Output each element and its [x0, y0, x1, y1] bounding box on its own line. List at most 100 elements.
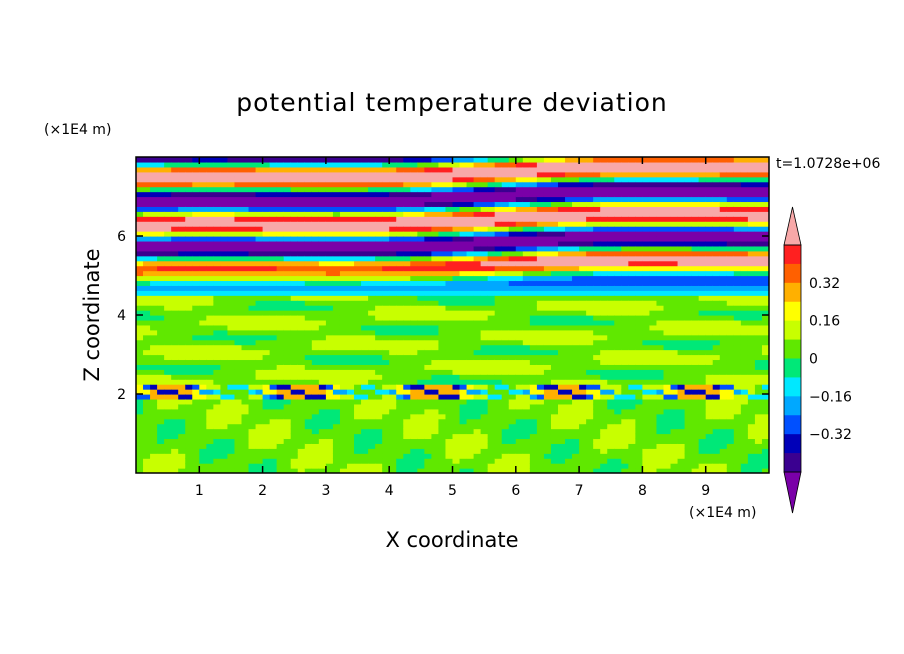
- heatmap-cell: [164, 334, 172, 341]
- heatmap-cell: [276, 329, 285, 336]
- heatmap-cell: [572, 201, 580, 207]
- heatmap-cell: [536, 394, 545, 400]
- heatmap-cell: [304, 319, 313, 326]
- heatmap-cell: [621, 403, 629, 410]
- heatmap-cell: [262, 221, 271, 227]
- heatmap-cell: [670, 354, 679, 361]
- heatmap-cell: [192, 315, 200, 321]
- heatmap-cell: [311, 453, 320, 459]
- heatmap-cell: [607, 171, 615, 178]
- heatmap-cell: [487, 236, 496, 242]
- heatmap-cell: [185, 290, 193, 296]
- heatmap-cell: [361, 260, 369, 267]
- heatmap-cell: [536, 359, 545, 365]
- heatmap-cell: [565, 319, 573, 326]
- heatmap-cell: [171, 329, 179, 336]
- heatmap-cell: [396, 280, 404, 286]
- heatmap-cell: [276, 463, 285, 469]
- heatmap-cell: [663, 221, 672, 227]
- heatmap-cell: [459, 394, 468, 400]
- heatmap-cell: [529, 418, 538, 425]
- heatmap-cell: [515, 448, 524, 454]
- heatmap-cell: [529, 260, 538, 267]
- heatmap-cell: [614, 334, 622, 341]
- heatmap-cell: [248, 171, 257, 178]
- heatmap-cell: [424, 448, 432, 454]
- heatmap-cell: [339, 191, 348, 198]
- heatmap-cell: [171, 226, 179, 232]
- heatmap-cell: [206, 443, 214, 449]
- heatmap-cell: [508, 171, 517, 178]
- heatmap-cell: [178, 221, 186, 227]
- heatmap-cell: [325, 389, 334, 395]
- heatmap-cell: [382, 354, 390, 361]
- heatmap-cell: [522, 438, 531, 444]
- heatmap-cell: [473, 359, 482, 365]
- heatmap-cell: [389, 398, 397, 405]
- heatmap-cell: [297, 394, 306, 400]
- heatmap-cell: [515, 379, 524, 385]
- heatmap-cell: [522, 453, 531, 459]
- heatmap-cell: [171, 319, 179, 326]
- heatmap-cell: [593, 245, 601, 252]
- heatmap-cell: [164, 468, 172, 473]
- heatmap-cell: [269, 339, 278, 346]
- heatmap-cell: [347, 310, 355, 316]
- heatmap-cell: [452, 211, 461, 217]
- heatmap-cell: [311, 324, 320, 331]
- heatmap-cell: [438, 201, 447, 207]
- heatmap-cell: [600, 329, 608, 336]
- heatmap-cell: [368, 438, 376, 444]
- heatmap-cell: [262, 354, 271, 361]
- heatmap-cell: [607, 245, 615, 252]
- heatmap-cell: [396, 216, 404, 222]
- heatmap-cell: [628, 186, 636, 193]
- heatmap-cell: [487, 295, 496, 301]
- heatmap-cell: [501, 300, 510, 306]
- heatmap-cell: [269, 226, 278, 232]
- heatmap-cell: [164, 408, 172, 415]
- heatmap-cell: [318, 221, 327, 227]
- heatmap-cell: [354, 181, 362, 188]
- heatmap-cell: [304, 403, 313, 410]
- heatmap-cell: [248, 408, 257, 415]
- heatmap-cell: [171, 310, 179, 316]
- heatmap-cell: [332, 216, 341, 222]
- heatmap-cell: [586, 285, 594, 291]
- heatmap-cell: [248, 364, 257, 370]
- heatmap-cell: [565, 458, 573, 464]
- heatmap-cell: [199, 315, 207, 321]
- heatmap-cell: [663, 211, 672, 217]
- heatmap-cell: [220, 290, 229, 296]
- heatmap-cell: [255, 319, 264, 326]
- heatmap-cell: [501, 403, 510, 410]
- heatmap-cell: [171, 250, 179, 257]
- heatmap-cell: [403, 275, 411, 282]
- heatmap-cell: [438, 280, 447, 286]
- heatmap-cell: [213, 211, 221, 217]
- heatmap-cell: [157, 245, 165, 252]
- heatmap-cell: [171, 468, 179, 473]
- heatmap-cell: [150, 334, 158, 341]
- heatmap-cell: [494, 236, 503, 242]
- heatmap-cell: [192, 211, 200, 217]
- heatmap-cell: [473, 245, 482, 252]
- heatmap-cell: [206, 453, 214, 459]
- heatmap-cell: [487, 206, 496, 212]
- heatmap-cell: [565, 181, 573, 188]
- heatmap-cell: [354, 354, 362, 361]
- heatmap-cell: [262, 176, 271, 183]
- heatmap-cell: [649, 310, 658, 316]
- heatmap-cell: [136, 300, 144, 306]
- heatmap-cell: [508, 394, 517, 400]
- heatmap-cell: [635, 231, 643, 237]
- heatmap-cell: [614, 344, 622, 351]
- heatmap-cell: [220, 315, 229, 321]
- heatmap-cell: [185, 319, 193, 326]
- heatmap-cell: [621, 255, 629, 262]
- heatmap-cell: [325, 344, 334, 351]
- heatmap-cell: [325, 315, 334, 321]
- heatmap-cell: [508, 453, 517, 459]
- heatmap-cell: [670, 310, 679, 316]
- heatmap-cell: [550, 255, 559, 262]
